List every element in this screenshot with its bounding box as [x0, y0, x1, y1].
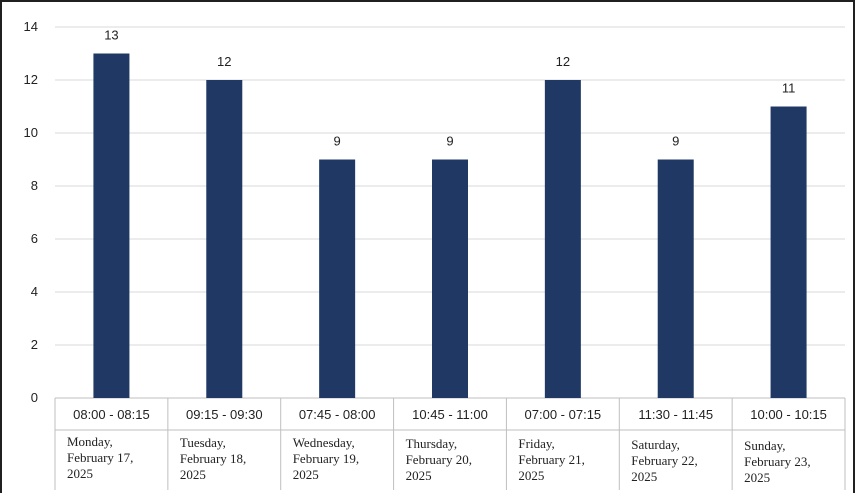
x-tick-label-date: 2025 — [631, 469, 657, 484]
x-tick-label-time: 10:00 - 10:15 — [750, 407, 827, 422]
x-tick-label-time: 11:30 - 11:45 — [638, 407, 713, 422]
bar — [93, 53, 130, 398]
x-tick-label-date: Monday, — [67, 434, 113, 449]
x-tick-label-time: 07:45 - 08:00 — [299, 407, 376, 422]
y-tick-label: 8 — [31, 178, 38, 193]
data-labels: 13 12 9 9 12 9 11 — [104, 28, 795, 149]
x-tick-label-time: 08:00 - 08:15 — [73, 407, 150, 422]
data-label: 9 — [672, 134, 679, 149]
bar — [432, 159, 468, 398]
x-tick-label-date: February 22, — [631, 453, 697, 468]
bar — [657, 159, 694, 398]
x-tick-label-time: 09:15 - 09:30 — [186, 407, 263, 422]
x-tick-label-date: Thursday, — [406, 436, 458, 451]
x-tick-label-date: Sunday, — [744, 438, 785, 453]
x-tick-label-date: February 23, — [744, 454, 810, 469]
y-tick-label: 0 — [31, 390, 38, 405]
y-tick-label: 6 — [31, 231, 38, 246]
x-tick-label-date: 2025 — [67, 466, 93, 481]
y-axis: 0 2 4 6 8 10 12 14 — [24, 19, 38, 405]
bars — [93, 53, 807, 398]
data-label: 9 — [334, 134, 341, 149]
y-tick-label: 2 — [31, 337, 38, 352]
x-tick-label-date: February 21, — [518, 452, 584, 467]
x-tick-label-date: Saturday, — [631, 437, 680, 452]
bar — [319, 159, 356, 398]
x-tick-label-date: February 20, — [406, 452, 472, 467]
y-tick-label: 14 — [24, 19, 38, 34]
data-label: 13 — [104, 28, 118, 43]
x-tick-label-date: 2025 — [744, 470, 770, 485]
x-tick-label-date: Wednesday, — [293, 435, 355, 450]
data-label: 12 — [217, 54, 231, 69]
y-tick-label: 10 — [24, 125, 38, 140]
y-tick-label: 4 — [31, 284, 38, 299]
bar — [206, 80, 243, 398]
bar — [544, 80, 581, 398]
x-tick-label-date: February 18, — [180, 451, 246, 466]
x-tick-label-time: 10:45 - 11:00 — [412, 407, 488, 422]
x-tick-label-date: Friday, — [518, 436, 554, 451]
x-tick-label-date: 2025 — [406, 468, 432, 483]
x-tick-label-date: February 19, — [293, 451, 359, 466]
x-tick-label-date: 2025 — [518, 468, 544, 483]
x-tick-label-date: 2025 — [293, 467, 319, 482]
x-tick-label-date: 2025 — [180, 467, 206, 482]
bar — [770, 106, 807, 398]
x-tick-label-time: 07:00 - 07:15 — [525, 407, 602, 422]
y-tick-label: 12 — [24, 72, 38, 87]
data-label: 11 — [782, 81, 796, 96]
data-label: 12 — [556, 54, 570, 69]
data-label: 9 — [446, 134, 453, 149]
x-tick-label-date: Tuesday, — [180, 435, 226, 450]
x-tick-label-date: February 17, — [67, 450, 133, 465]
